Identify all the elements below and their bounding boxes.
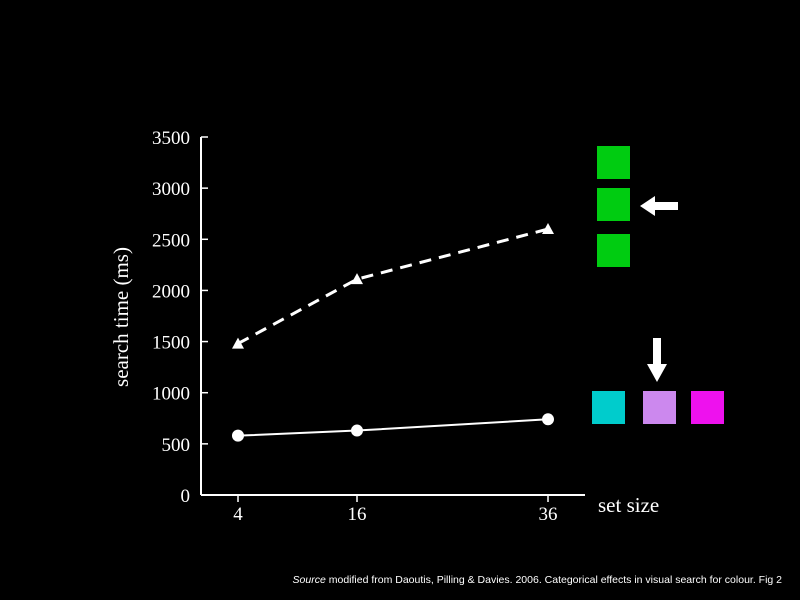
green-square-bottom: [597, 234, 630, 267]
green-stimulus-column: [597, 146, 678, 267]
x-axis-ticks: 4 16 36: [233, 495, 558, 525]
data-point-circle: [351, 424, 363, 437]
data-point-triangle: [542, 223, 554, 235]
green-square-middle: [597, 188, 630, 221]
data-point-circle: [542, 413, 554, 426]
y-tick-label: 3500: [152, 128, 190, 149]
y-tick-label: 2500: [152, 230, 190, 251]
chart-axes: [200, 137, 585, 496]
y-axis-title: search time (ms): [109, 247, 133, 387]
x-tick-label: 4: [233, 504, 243, 525]
series-line-0: [237, 227, 549, 345]
y-tick-label: 3000: [152, 179, 190, 200]
source-text: modified from Daoutis, Pilling & Davies.…: [325, 574, 782, 586]
y-tick-label: 1000: [152, 384, 190, 405]
y-tick-label: 0: [181, 486, 191, 507]
color-stimulus-row: [592, 338, 724, 424]
lilac-square: [643, 391, 676, 424]
x-axis-title: set size: [598, 493, 659, 517]
y-tick-label: 1500: [152, 333, 190, 354]
y-tick-label: 500: [162, 435, 191, 456]
data-point-circle: [232, 429, 244, 442]
green-square-top: [597, 146, 630, 179]
source-citation: Source modified from Daoutis, Pilling & …: [293, 574, 782, 586]
y-axis-ticks: 0 500 1000 1500 2000 2500 3000 3500: [152, 128, 208, 507]
magenta-square: [691, 391, 724, 424]
series-lines: [237, 227, 549, 437]
data-point-triangle: [232, 337, 244, 349]
x-tick-label: 16: [348, 504, 367, 525]
arrow-left-icon: [640, 196, 678, 216]
y-tick-label: 2000: [152, 281, 190, 302]
teal-square: [592, 391, 625, 424]
series-line-1: [237, 418, 549, 437]
arrow-down-icon: [647, 338, 667, 382]
data-point-triangle: [351, 273, 363, 285]
series-markers: [232, 223, 554, 442]
x-tick-label: 36: [539, 504, 558, 525]
source-label: Source: [292, 574, 326, 586]
